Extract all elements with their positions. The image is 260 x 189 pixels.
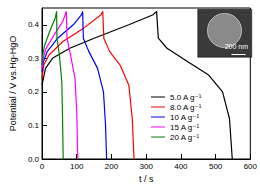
- svg-text:0.0: 0.0: [28, 155, 40, 164]
- svg-text:400: 400: [174, 162, 188, 171]
- svg-text:0: 0: [40, 162, 45, 171]
- svg-text:100: 100: [70, 162, 84, 171]
- svg-text:10 A g⁻¹: 10 A g⁻¹: [170, 113, 199, 122]
- svg-text:15 A g⁻¹: 15 A g⁻¹: [170, 123, 199, 132]
- svg-text:0.3: 0.3: [28, 54, 40, 63]
- svg-text:5.0 A g⁻¹: 5.0 A g⁻¹: [170, 93, 202, 102]
- svg-text:200 nm: 200 nm: [225, 43, 249, 50]
- svg-text:20 A g⁻¹: 20 A g⁻¹: [170, 133, 199, 142]
- svg-text:0.4: 0.4: [28, 20, 40, 29]
- svg-text:200: 200: [105, 162, 119, 171]
- svg-text:300: 300: [139, 162, 153, 171]
- svg-text:0.2: 0.2: [28, 87, 40, 96]
- svg-text:600: 600: [244, 162, 258, 171]
- svg-text:500: 500: [209, 162, 223, 171]
- svg-text:0.1: 0.1: [28, 121, 40, 130]
- svg-text:8.0 A g⁻¹: 8.0 A g⁻¹: [170, 103, 202, 112]
- svg-text:t / s: t / s: [139, 174, 154, 184]
- svg-text:Potential / V vs.Hg-HgO: Potential / V vs.Hg-HgO: [8, 36, 18, 132]
